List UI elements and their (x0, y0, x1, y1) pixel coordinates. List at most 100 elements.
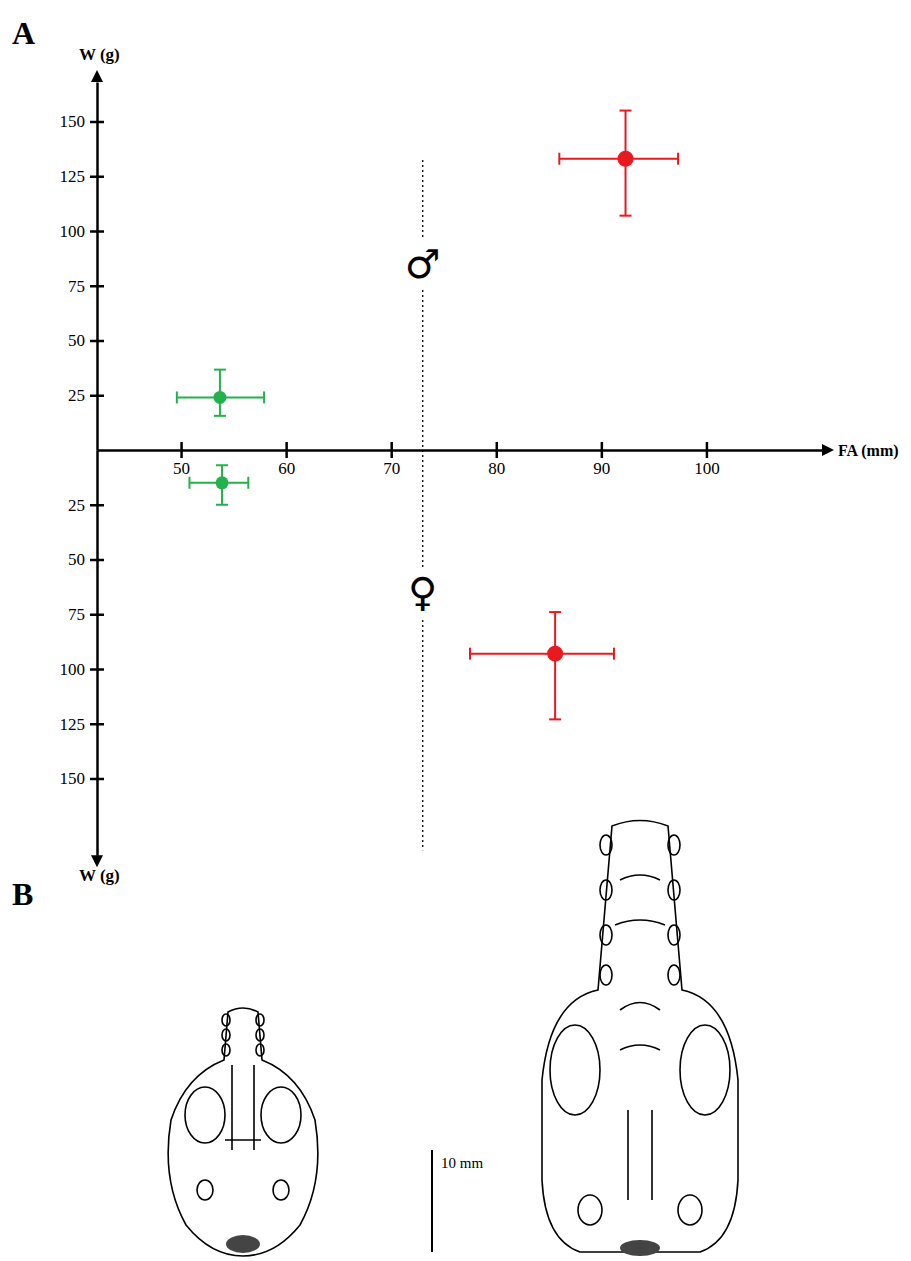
panel-label: A (12, 15, 35, 51)
marks (177, 111, 678, 416)
skull-tooth (668, 965, 680, 985)
error-segment (247, 477, 249, 489)
chart-panel: 255075100125150W (g)♀ (60, 450, 614, 885)
marks (189, 465, 613, 719)
skull-palate (615, 875, 665, 1200)
skull-tooth (668, 835, 680, 855)
y-tick-label: 125 (60, 715, 86, 734)
y-error-bar (216, 465, 228, 504)
y-tick-mark (90, 668, 104, 671)
error-segment (216, 464, 228, 466)
x-tick-label: 70 (383, 459, 400, 478)
y-tick: 75 (68, 277, 104, 296)
skull-tooth (256, 1014, 264, 1026)
y-tick-mark (90, 559, 104, 562)
y-tick: 100 (60, 660, 105, 679)
point (618, 151, 634, 167)
divider-line (422, 450, 423, 850)
panel-label: B (12, 876, 33, 912)
error-segment (620, 110, 632, 112)
x-axis-title: FA (mm) (838, 442, 899, 460)
y-tick: 150 (60, 112, 105, 131)
chart-panel: 255075100125150W (g)5060708090100FA (mm)… (12, 15, 899, 478)
skull-tooth (600, 965, 612, 985)
y-tick-mark (90, 778, 104, 781)
error-segment (214, 369, 226, 371)
y-tick-label: 75 (68, 605, 85, 624)
y-axis-title: W (g) (79, 45, 120, 64)
scale-bar (431, 1150, 433, 1252)
error-segment (263, 391, 265, 403)
y-tick-label: 100 (60, 222, 86, 241)
y-axis-title: W (g) (79, 866, 120, 885)
x-error-bar (177, 391, 264, 403)
error-segment (188, 477, 190, 489)
y-tick: 25 (68, 386, 104, 405)
y-tick-label: 50 (68, 550, 85, 569)
skull-tooth (668, 880, 680, 900)
x-tick-label: 80 (488, 459, 505, 478)
y-tick: 125 (60, 167, 105, 186)
error-segment (613, 648, 615, 660)
x-tick: 70 (383, 442, 400, 478)
skull-outline (542, 821, 738, 1253)
skull-bulla (197, 1180, 213, 1200)
x-axis-line (98, 449, 823, 452)
error-segment (677, 153, 679, 165)
annotation: ♀ (406, 567, 439, 617)
error-segment (176, 391, 178, 403)
divider-line (422, 160, 423, 450)
x-axis: 5060708090100 (98, 442, 823, 478)
x-tick-mark (601, 442, 604, 458)
annotation: ♂ (403, 239, 443, 289)
y-axis: 25 50 75 100 125 150 (60, 83, 105, 451)
point (547, 646, 563, 662)
y-tick-mark (90, 395, 104, 398)
skull-tooth (600, 835, 612, 855)
y-tick-mark (90, 176, 104, 179)
annotation-background (406, 567, 439, 617)
skull-foramen (226, 1235, 260, 1253)
y-axis-line (96, 451, 99, 856)
skull-tooth (256, 1029, 264, 1041)
skull-bulla (273, 1180, 289, 1200)
skull-large (542, 821, 738, 1257)
y-tick-label: 50 (68, 331, 85, 350)
y-tick-mark (90, 121, 104, 124)
y-tick: 150 (60, 769, 105, 788)
error-segment (549, 718, 561, 720)
y-tick: 50 (68, 331, 104, 350)
x-tick-label: 50 (173, 459, 190, 478)
point (213, 391, 226, 404)
annotation-background (403, 239, 443, 289)
y-tick: 125 (60, 715, 105, 734)
x-tick: 90 (593, 442, 610, 478)
skull-outline (168, 1008, 318, 1256)
skull-bulla (578, 1195, 602, 1225)
illustration-panel: B10 mm (12, 821, 738, 1257)
x-tick-label: 100 (694, 459, 720, 478)
y-tick-label: 100 (60, 660, 86, 679)
y-error-bar (214, 370, 226, 416)
error-segment (216, 504, 228, 506)
error-segment (554, 612, 556, 719)
y-tick-mark (90, 285, 104, 288)
error-segment (469, 648, 471, 660)
skull-tooth (600, 880, 612, 900)
x-tick-label: 90 (593, 459, 610, 478)
skull-orbit (185, 1087, 225, 1143)
y-tick-mark (90, 614, 104, 617)
x-tick: 50 (173, 442, 190, 478)
skull-small (168, 1008, 318, 1256)
x-tick-mark (390, 442, 393, 458)
error-segment (470, 653, 614, 655)
skull-tooth (222, 1014, 230, 1026)
skull-tooth (222, 1029, 230, 1041)
error-segment (620, 215, 632, 217)
x-tick: 100 (694, 442, 720, 478)
error-segment (549, 611, 561, 613)
y-tick-label: 150 (60, 112, 86, 131)
skull-tooth (256, 1044, 264, 1056)
skull-palate (225, 1065, 261, 1150)
y-tick: 75 (68, 605, 104, 624)
